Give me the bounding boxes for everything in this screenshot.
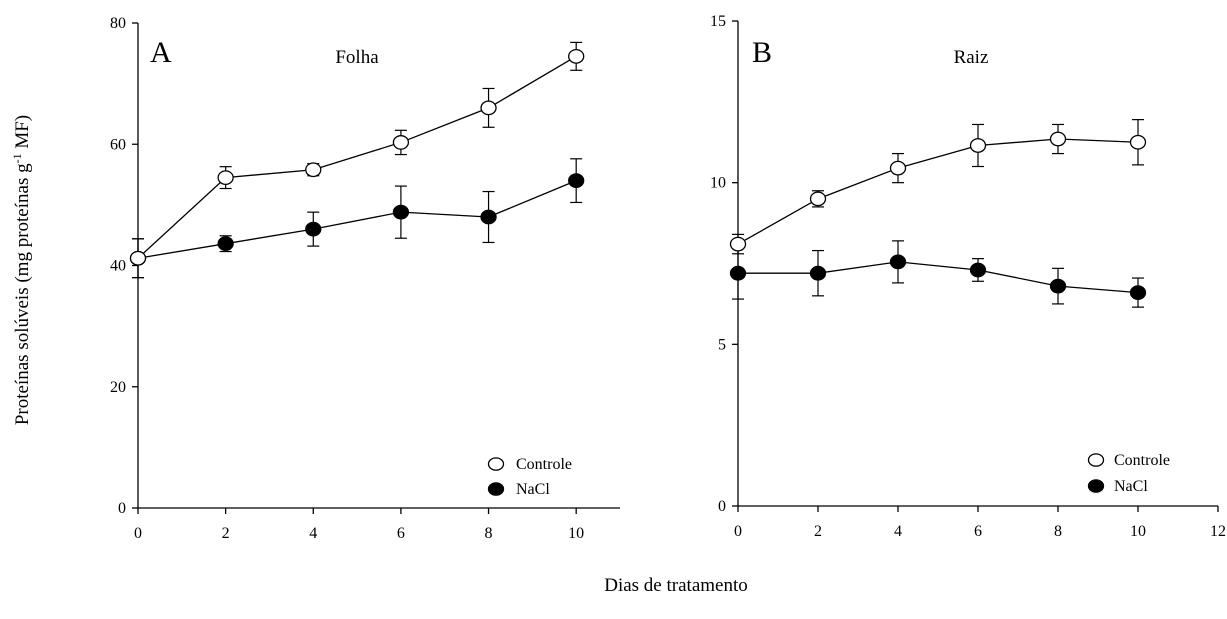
panel-title: Folha [335,47,379,68]
legend-label: NaCl [516,481,550,498]
legend-marker [487,457,505,471]
x-tick-label: 12 [1210,523,1226,540]
data-point-controle [729,236,747,252]
x-tick-label: 4 [894,523,902,540]
series-line-nacl [738,261,1139,294]
data-point-controle [129,250,147,266]
data-point-controle [480,100,497,116]
data-point-nacl [889,254,907,270]
data-point-nacl [217,236,234,252]
data-point-nacl [809,265,827,281]
data-point-controle [392,135,410,150]
y-axis-title: Proteínas solúveis (mg proteínas g-1 MF) [10,115,33,425]
y-tick-label: 20 [110,379,126,396]
panel-letter: B [752,36,772,69]
data-point-nacl [1129,285,1147,301]
x-tick-label: 8 [1054,523,1062,540]
y-tick-label: 5 [718,336,726,353]
data-point-nacl [729,265,747,281]
legend-marker [1087,453,1105,467]
panel-title: Raiz [954,47,989,68]
series-line-controle [137,55,577,259]
x-tick-label: 10 [1130,523,1146,540]
data-point-nacl [480,209,497,225]
data-point-controle [1049,131,1067,147]
data-point-controle [217,170,234,185]
x-tick-label: 6 [974,523,982,540]
data-point-nacl [969,262,987,278]
x-tick-label: 2 [222,525,230,542]
x-tick-label: 10 [568,525,584,542]
legend-label: Controle [516,456,572,473]
data-point-controle [1129,134,1147,150]
x-tick-label: 2 [814,523,822,540]
series-line-nacl [137,180,577,259]
y-tick-label: 15 [710,13,726,30]
y-tick-label: 0 [118,500,126,517]
y-tick-label: 80 [110,15,126,32]
x-tick-label: 0 [134,525,142,542]
legend-label: Controle [1114,452,1170,469]
y-tick-label: 40 [110,258,126,275]
data-point-nacl [392,204,410,220]
x-tick-label: 0 [734,523,742,540]
data-point-controle [809,191,827,207]
y-tick-label: 10 [710,175,726,192]
legend-marker [487,482,505,496]
data-point-controle [568,48,585,64]
x-tick-label: 6 [397,525,405,542]
data-point-controle [969,138,987,153]
data-point-controle [889,160,907,176]
series-line-controle [737,138,1139,245]
x-tick-label: 8 [485,525,493,542]
data-point-nacl [568,173,585,189]
y-tick-label: 60 [110,136,126,153]
legend-marker [1087,479,1105,493]
x-tick-label: 4 [309,525,317,542]
y-tick-label: 0 [718,498,726,515]
panel-b: 0 5 10 15 0 2 4 6 8 10 12 B Raiz Controle NaCl [710,13,1226,540]
data-point-controle [305,162,322,178]
panel-a: 0 20 40 60 80 0 2 4 6 8 10 A Folha Controle NaCl [110,15,620,542]
data-point-nacl [1049,278,1067,294]
legend-label: NaCl [1114,478,1148,495]
panel-letter: A [150,36,172,69]
data-point-nacl [305,221,322,237]
x-axis-title: Dias de tratamento [604,575,748,596]
